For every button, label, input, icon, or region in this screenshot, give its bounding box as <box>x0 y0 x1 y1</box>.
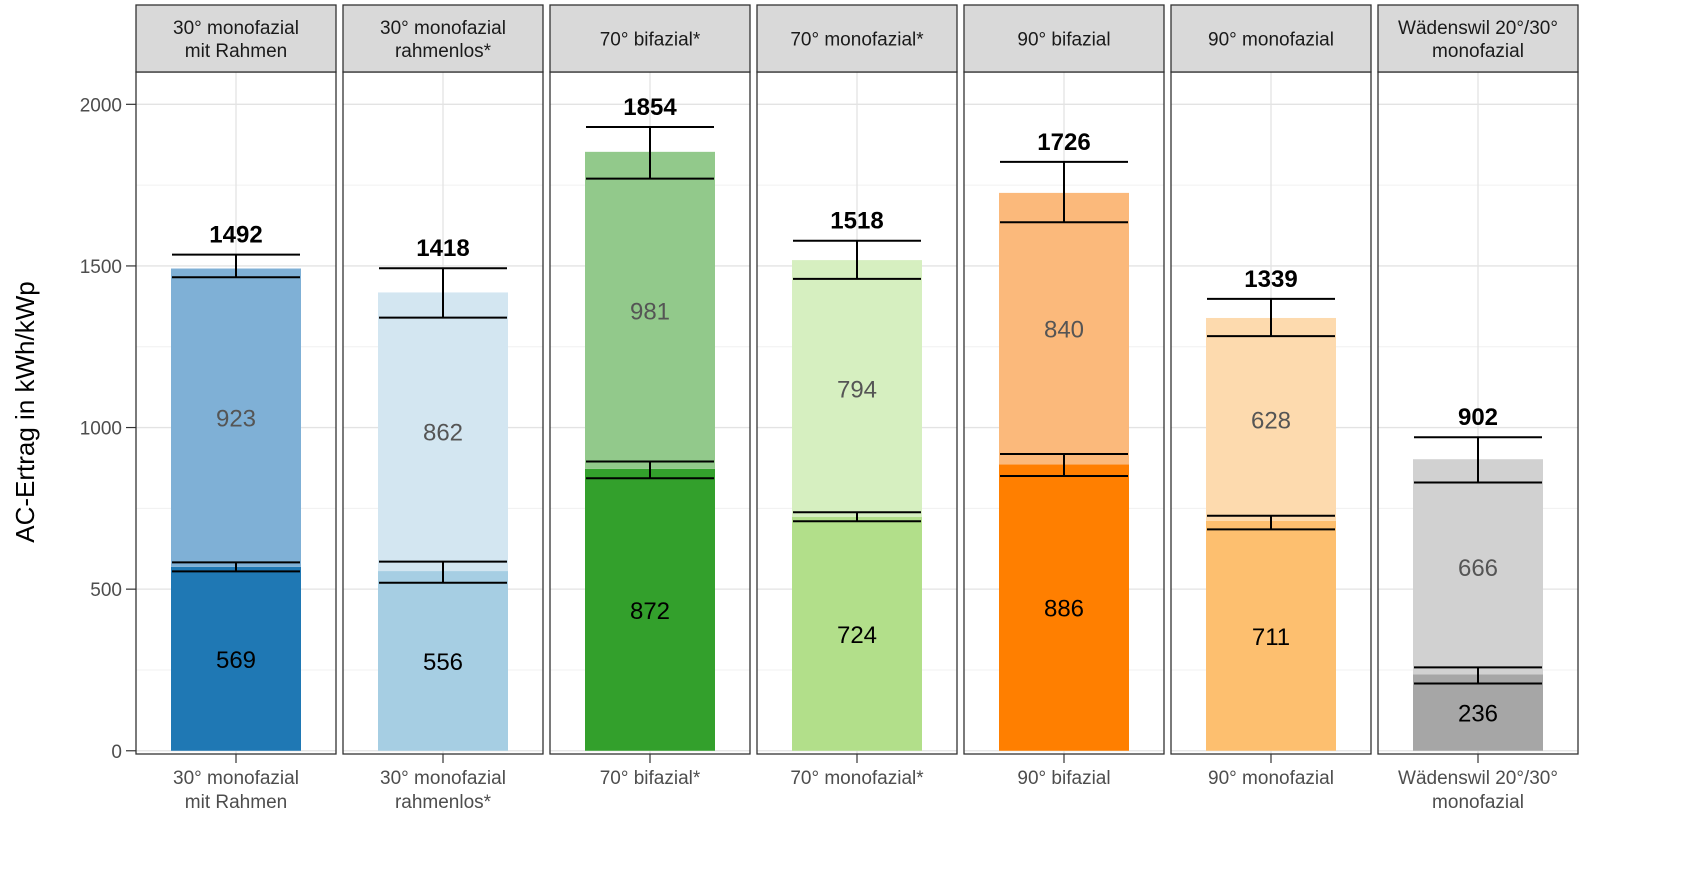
facet-strip-label: Wädenswil 20°/30° <box>1398 18 1558 39</box>
error-bar <box>379 560 507 584</box>
x-tick-label: Wädenswil 20°/30° <box>1398 768 1558 789</box>
facet-strip-label: 70° bifazial* <box>600 30 701 51</box>
error-bar <box>1000 453 1128 478</box>
bar-segment <box>585 468 715 751</box>
error-bar <box>793 511 921 523</box>
segment-value-label: 724 <box>837 622 877 649</box>
bar-segment <box>378 571 508 751</box>
facet-panel: 724 794 1518 70° monofazial* 70° monofazial* <box>756 4 958 789</box>
segment-value-label: 886 <box>1044 596 1084 623</box>
bar-segment <box>1413 674 1543 751</box>
segment-value-label: 556 <box>423 649 463 676</box>
segment-value-label: 794 <box>837 376 877 403</box>
segment-value-label: 666 <box>1458 555 1498 582</box>
bar-segment <box>792 516 922 751</box>
facet-strip <box>135 4 337 73</box>
bar-segment <box>999 192 1129 465</box>
x-tick-label: mit Rahmen <box>185 792 287 813</box>
segment-value-label: 569 <box>216 647 256 674</box>
error-bar <box>1207 514 1335 531</box>
error-bar <box>586 125 714 180</box>
error-bar <box>1414 666 1542 685</box>
bar-segment <box>1206 317 1336 521</box>
segment-value-label: 840 <box>1044 317 1084 344</box>
x-tick-label: 90° bifazial <box>1017 768 1110 789</box>
x-tick-label: 70° monofazial* <box>790 768 924 789</box>
segment-value-label: 711 <box>1252 624 1290 651</box>
segment-value-label: 628 <box>1251 407 1291 434</box>
total-value-label: 902 <box>1458 404 1498 431</box>
facet-strip-label: rahmenlos* <box>395 41 492 62</box>
facet-strip-label: 30° monofazial <box>380 18 506 39</box>
total-value-label: 1492 <box>209 222 262 249</box>
bar-segment <box>171 566 301 751</box>
error-bar <box>172 253 300 279</box>
segment-value-label: 862 <box>423 420 463 447</box>
x-tick-label: 90° monofazial <box>1208 768 1334 789</box>
bar-segment <box>585 151 715 469</box>
x-tick-label: monofazial <box>1432 792 1524 813</box>
y-tick-label: 0 <box>111 742 122 763</box>
segment-value-label: 923 <box>216 406 256 433</box>
error-bar <box>586 460 714 480</box>
error-bar <box>379 267 507 319</box>
bar-segment <box>171 268 301 567</box>
facet-strip <box>549 4 751 73</box>
error-bar <box>1207 297 1335 338</box>
x-tick-label: 30° monofazial <box>380 768 506 789</box>
total-value-label: 1726 <box>1037 129 1090 156</box>
bar-segment <box>1413 459 1543 675</box>
x-tick-label: 70° bifazial* <box>600 768 701 789</box>
y-axis-title: AC-Ertrag in kWh/kWp <box>10 281 40 543</box>
bar-segment <box>999 464 1129 751</box>
y-tick-label: 1500 <box>80 257 122 278</box>
facet-strip <box>1170 4 1372 73</box>
error-bar <box>793 239 921 280</box>
facet-panel: 711 628 1339 90° monofazial 90° monofazial <box>1170 4 1372 789</box>
error-bar <box>1000 160 1128 224</box>
facet-strip-label: monofazial <box>1432 41 1524 62</box>
x-tick-label: 30° monofazial <box>173 768 299 789</box>
facet-strip <box>963 4 1165 73</box>
facet-strip-label: mit Rahmen <box>185 41 287 62</box>
total-value-label: 1339 <box>1244 266 1297 293</box>
bar-segment <box>1206 520 1336 751</box>
error-bar <box>172 561 300 573</box>
facet-strip <box>756 4 958 73</box>
bar-segment <box>792 260 922 517</box>
y-tick-label: 500 <box>90 580 122 601</box>
total-value-label: 1854 <box>623 94 677 121</box>
facet-strip-label: 70° monofazial* <box>790 30 924 51</box>
segment-value-label: 981 <box>630 298 670 325</box>
segment-value-label: 236 <box>1458 701 1498 728</box>
x-tick-label: rahmenlos* <box>395 792 492 813</box>
total-value-label: 1518 <box>830 208 883 235</box>
facet-strip-label: 90° monofazial <box>1208 30 1334 51</box>
facet-strip <box>342 4 544 73</box>
facet-strip-label: 90° bifazial <box>1017 30 1110 51</box>
facet-strip <box>1377 4 1579 73</box>
bar-segment <box>378 292 508 572</box>
facet-panel: 886 840 1726 90° bifazial 90° bifazial <box>963 4 1165 789</box>
segment-value-label: 872 <box>630 598 670 625</box>
facet-strip-label: 30° monofazial <box>173 18 299 39</box>
total-value-label: 1418 <box>416 235 469 262</box>
y-tick-label: 2000 <box>80 95 122 116</box>
y-tick-label: 1000 <box>80 419 122 440</box>
facet-panel: 872 981 1854 70° bifazial* 70° bifazial* <box>549 4 751 789</box>
y-axis: 0 500 1000 1500 2000 <box>80 95 136 763</box>
error-bar <box>1414 436 1542 484</box>
